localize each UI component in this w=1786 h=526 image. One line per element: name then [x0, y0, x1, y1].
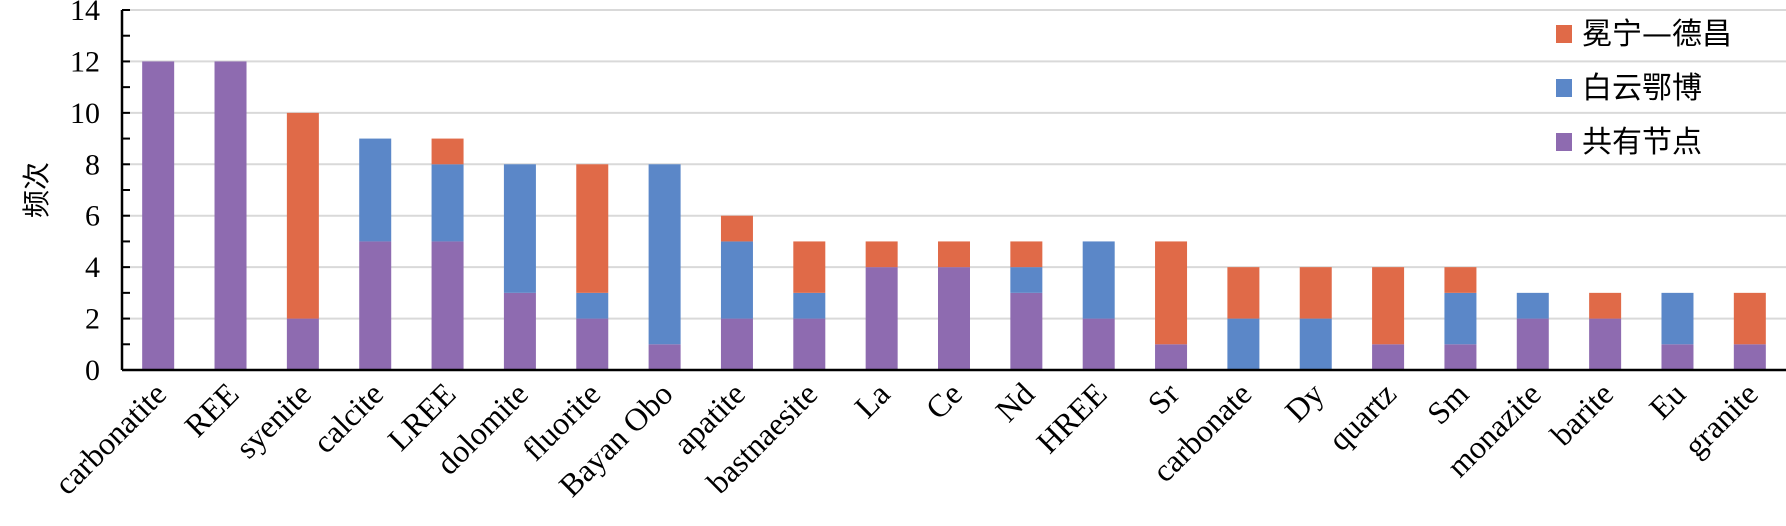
y-tick-label: 14: [70, 0, 100, 27]
x-category-label: Sr: [1140, 375, 1186, 421]
legend-label: 白云鄂博: [1582, 71, 1702, 106]
x-category-label: Dy: [1278, 375, 1331, 428]
bar-segment: [648, 164, 681, 345]
bar-segment: [1082, 318, 1115, 370]
bar-segment: [1372, 267, 1405, 345]
bar-segment: [1444, 344, 1477, 370]
legend-swatch: [1556, 79, 1572, 97]
bar-segment: [1299, 267, 1332, 319]
x-category-label: HREE: [1029, 375, 1114, 460]
bar-segment: [1227, 318, 1260, 370]
bar-segment: [648, 344, 681, 370]
x-category-label: barite: [1543, 375, 1620, 452]
bar-segment: [431, 241, 464, 370]
bar-segment: [1010, 292, 1043, 370]
bar-segment: [793, 241, 826, 293]
x-category-label: granite: [1676, 375, 1764, 463]
y-tick-label: 0: [85, 354, 100, 387]
bar-segment: [142, 61, 175, 371]
bar-segment: [1444, 292, 1477, 345]
bar-segment: [1372, 344, 1405, 370]
x-category-label: carbonatite: [47, 375, 173, 501]
bar-segment: [1516, 318, 1549, 370]
x-category-label: Sm: [1420, 375, 1476, 431]
bar-segment: [576, 164, 609, 293]
legend-swatch: [1556, 133, 1572, 151]
bar-segment: [359, 138, 392, 242]
bars: [142, 61, 1766, 371]
bar-segment: [431, 164, 464, 242]
x-category-label: La: [847, 375, 896, 424]
bar-segment: [1444, 267, 1477, 293]
x-category-label: Eu: [1642, 375, 1693, 426]
y-axis-title: 频次: [20, 162, 53, 218]
x-category-label: Ce: [918, 375, 969, 426]
x-category-label: quartz: [1321, 375, 1403, 457]
y-tick-label: 8: [85, 148, 100, 181]
y-tick-label: 4: [85, 251, 100, 284]
y-tick-label: 2: [85, 303, 100, 336]
bar-segment: [1589, 292, 1622, 319]
bar-segment: [865, 267, 898, 370]
bar-segment: [1227, 267, 1260, 319]
bar-segment: [720, 318, 753, 370]
bar-segment: [1733, 292, 1766, 345]
x-category-label: calcite: [306, 375, 390, 459]
x-category-label: syenite: [228, 375, 318, 465]
bar-segment: [793, 318, 826, 370]
bar-segment: [1155, 344, 1188, 370]
legend-label: 冕宁—德昌: [1582, 17, 1732, 52]
bar-segment: [1661, 344, 1694, 370]
bar-segment: [286, 318, 319, 370]
gridlines: [122, 9, 1786, 320]
bar-segment: [865, 241, 898, 268]
bar-segment: [576, 292, 609, 319]
legend-label: 共有节点: [1582, 125, 1702, 160]
y-tick-label: 12: [70, 45, 100, 78]
bar-segment: [1516, 292, 1549, 319]
x-category-label: Nd: [988, 375, 1041, 428]
bar-segment: [720, 215, 753, 242]
legend-swatch: [1556, 25, 1572, 43]
bar-segment: [938, 241, 970, 268]
bar-segment: [1661, 292, 1694, 345]
bar-segment: [1733, 344, 1766, 370]
bar-segment: [431, 138, 464, 165]
bar-segment: [938, 267, 970, 370]
bar-segment: [1082, 241, 1115, 319]
bar-segment: [286, 112, 319, 319]
x-category-labels: carbonatite REEsyenitecalciteLREEdolomite…: [47, 375, 1765, 503]
bar-segment: [503, 292, 536, 370]
bar-segment: [1299, 318, 1332, 370]
y-tick-label: 10: [70, 97, 100, 130]
bar-segment: [359, 241, 392, 370]
y-tick-label: 6: [85, 200, 100, 233]
bar-segment: [1010, 241, 1043, 268]
bar-segment: [576, 318, 609, 370]
bar-segment: [1010, 267, 1043, 293]
bar-segment: [1589, 318, 1622, 370]
bar-segment: [503, 164, 536, 293]
bar-segment: [214, 61, 247, 371]
bar-segment: [720, 241, 753, 319]
bar-segment: [1155, 241, 1188, 345]
axes: [120, 9, 1786, 372]
bar-segment: [793, 292, 826, 319]
y-tick-labels: 0 2 4 6 8 10 12 14: [70, 0, 100, 387]
